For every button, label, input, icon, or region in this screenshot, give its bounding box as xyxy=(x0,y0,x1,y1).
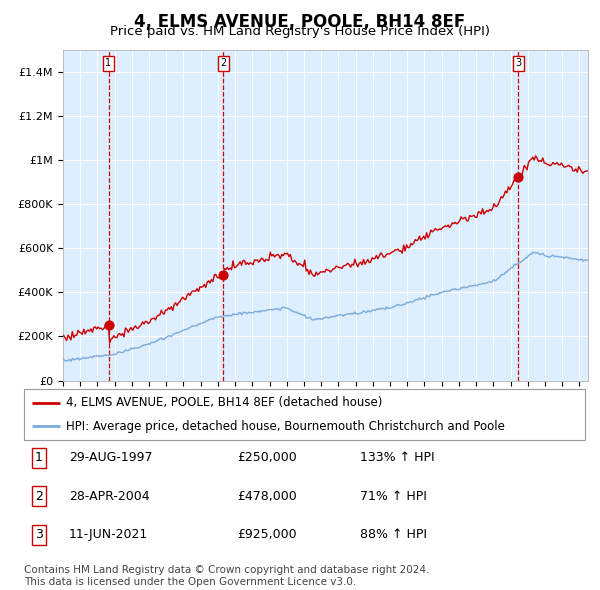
Point xyxy=(514,172,523,182)
Text: HPI: Average price, detached house, Bournemouth Christchurch and Poole: HPI: Average price, detached house, Bour… xyxy=(66,419,505,432)
Text: 28-APR-2004: 28-APR-2004 xyxy=(69,490,149,503)
Text: Contains HM Land Registry data © Crown copyright and database right 2024.: Contains HM Land Registry data © Crown c… xyxy=(24,565,430,575)
Text: 133% ↑ HPI: 133% ↑ HPI xyxy=(360,451,434,464)
Point xyxy=(104,321,113,330)
Text: 4, ELMS AVENUE, POOLE, BH14 8EF (detached house): 4, ELMS AVENUE, POOLE, BH14 8EF (detache… xyxy=(66,396,382,409)
Text: This data is licensed under the Open Government Licence v3.0.: This data is licensed under the Open Gov… xyxy=(24,577,356,587)
Text: 4, ELMS AVENUE, POOLE, BH14 8EF: 4, ELMS AVENUE, POOLE, BH14 8EF xyxy=(134,13,466,31)
Text: 71% ↑ HPI: 71% ↑ HPI xyxy=(360,490,427,503)
Text: 2: 2 xyxy=(35,490,43,503)
Text: 3: 3 xyxy=(35,528,43,541)
Text: Price paid vs. HM Land Registry's House Price Index (HPI): Price paid vs. HM Land Registry's House … xyxy=(110,25,490,38)
Text: 88% ↑ HPI: 88% ↑ HPI xyxy=(360,528,427,541)
Text: 3: 3 xyxy=(515,58,521,68)
Text: 1: 1 xyxy=(35,451,43,464)
Text: £250,000: £250,000 xyxy=(237,451,297,464)
Text: 1: 1 xyxy=(106,58,112,68)
FancyBboxPatch shape xyxy=(24,389,585,440)
Text: 11-JUN-2021: 11-JUN-2021 xyxy=(69,528,148,541)
Text: £478,000: £478,000 xyxy=(237,490,297,503)
Text: 2: 2 xyxy=(220,58,227,68)
Text: £925,000: £925,000 xyxy=(237,528,296,541)
Text: 29-AUG-1997: 29-AUG-1997 xyxy=(69,451,152,464)
Point xyxy=(218,271,228,280)
